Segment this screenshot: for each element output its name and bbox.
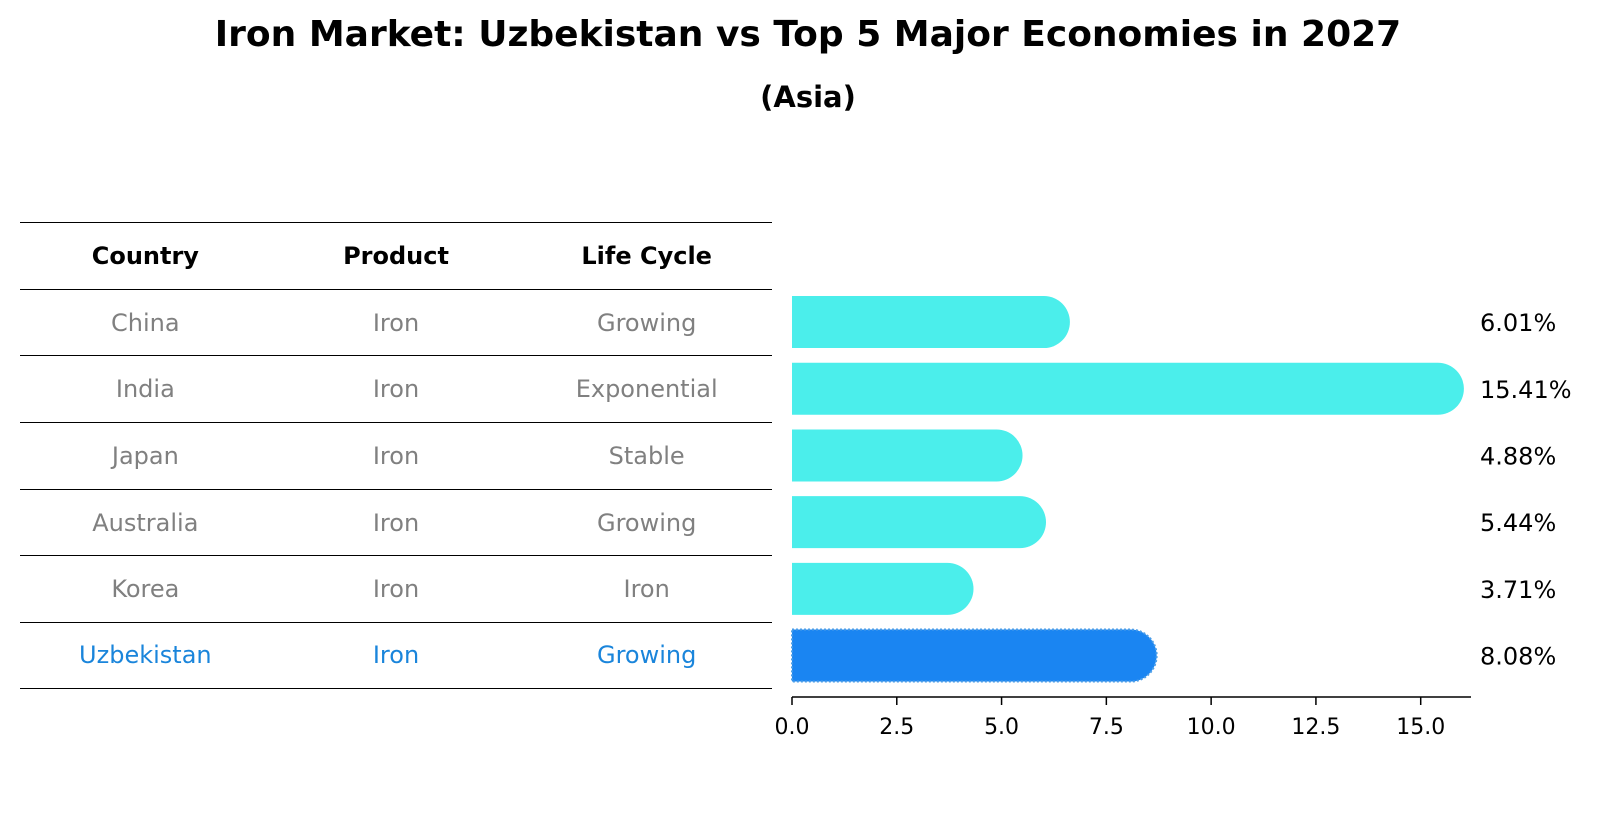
cell-product: Iron [372, 508, 420, 537]
cell-product: Iron [372, 308, 420, 337]
chart-title: Iron Market: Uzbekistan vs Top 5 Major E… [214, 14, 1402, 55]
header-life-cycle: Life Cycle [581, 241, 712, 270]
x-tick-label: 5.0 [984, 715, 1019, 740]
cell-life-cycle: Exponential [575, 375, 718, 404]
x-tick-label: 2.5 [879, 715, 914, 740]
x-tick-label: 10.0 [1187, 715, 1236, 740]
value-label: 4.88% [1480, 442, 1556, 470]
bar-india [792, 362, 1464, 415]
cell-country: China [111, 308, 180, 337]
chart-subtitle: (Asia) [760, 80, 856, 114]
x-tick-label: 0.0 [775, 715, 810, 740]
cell-life-cycle: Growing [596, 308, 697, 337]
cell-country: Korea [111, 575, 180, 604]
x-tick-label: 7.5 [1089, 715, 1124, 740]
bar-japan [792, 429, 1023, 482]
cell-life-cycle: Growing [596, 508, 697, 537]
cell-country: India [115, 375, 175, 404]
cell-country: Australia [92, 508, 199, 537]
table-row-highlight: Uzbekistan Iron Growing [20, 622, 772, 689]
value-label: 15.41% [1480, 376, 1572, 404]
value-label: 5.44% [1480, 509, 1556, 537]
x-tick-label: 12.5 [1291, 715, 1340, 740]
cell-country: Japan [111, 441, 179, 470]
table-row: Japan Iron Stable [20, 422, 772, 489]
header-product: Product [343, 241, 449, 270]
table-row: China Iron Growing [20, 288, 772, 356]
x-tick-label: 15.0 [1396, 715, 1445, 740]
table-row: Australia Iron Growing [20, 488, 772, 556]
bar-korea [792, 562, 974, 615]
value-label: 6.01% [1480, 309, 1556, 337]
cell-product: Iron [372, 641, 420, 670]
table-row: Korea Iron Iron [20, 555, 772, 622]
cell-life-cycle: Stable [608, 441, 685, 470]
data-table: Country Product Life Cycle China Iron Gr… [20, 222, 772, 689]
header-country: Country [91, 241, 199, 270]
bar-australia [792, 496, 1047, 549]
cell-life-cycle: Iron [623, 575, 670, 604]
value-label: 8.08% [1480, 643, 1556, 671]
table-header-row: Country Product Life Cycle [20, 222, 772, 289]
cell-country: Uzbekistan [79, 641, 212, 670]
table-row: India Iron Exponential [20, 355, 772, 422]
cell-life-cycle: Growing [596, 641, 697, 670]
bar-china [792, 296, 1070, 349]
value-label: 3.71% [1480, 576, 1556, 604]
cell-product: Iron [372, 575, 420, 604]
bar-uzbekistan [791, 628, 1158, 683]
cell-product: Iron [372, 441, 420, 470]
cell-product: Iron [372, 375, 420, 404]
